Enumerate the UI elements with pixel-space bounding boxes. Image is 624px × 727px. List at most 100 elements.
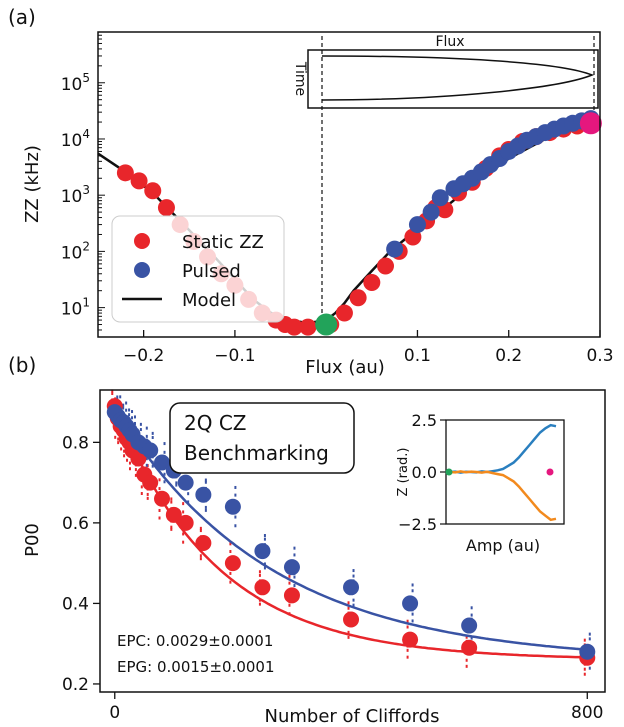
panel-b-epc: EPC: 0.0029±0.0001	[117, 632, 273, 650]
panel-a-ytick-label: 101	[61, 296, 90, 320]
legend-pulsed-label: Pulsed	[182, 261, 241, 282]
panel-a-highlights	[315, 112, 602, 336]
panel-b-point	[283, 559, 300, 576]
panel-a-reference-lines	[321, 36, 595, 322]
panel-b-annotation-line1: 2Q CZ	[184, 411, 247, 435]
panel-b-points	[106, 398, 596, 666]
panel-b-point	[154, 490, 171, 507]
panel-b-point	[142, 442, 159, 459]
panel-a-point	[422, 203, 440, 221]
panel-a-ytick-label: 103	[61, 183, 90, 207]
panel-b-fit-line	[113, 407, 588, 651]
panel-a-highlight-point	[315, 313, 338, 336]
panel-b-inset-marker	[445, 468, 453, 476]
panel-b-point	[254, 579, 271, 596]
panel-a-highlight-point	[579, 112, 602, 135]
panel-b-fit-line	[113, 405, 588, 659]
panel-a-xtick-label: 0.3	[586, 346, 613, 366]
panel-a-xtick-label: 0.2	[495, 346, 522, 366]
panel-b-ytick-label: 0.6	[62, 514, 89, 534]
panel-b-annotation-line2: Benchmarking	[184, 441, 329, 465]
panel-a-point	[116, 164, 134, 182]
panel-a-ytick-label: 104	[61, 127, 90, 151]
panel-a-point	[408, 216, 426, 234]
panel-b-point	[579, 643, 596, 660]
panel-a-point	[285, 318, 303, 336]
panel-b-inset-line	[449, 470, 557, 522]
panel-a-legend-box	[111, 215, 285, 323]
panel-b-annotation-box	[169, 402, 355, 474]
panel-b-inset-ytick-label: −2.5	[398, 515, 437, 534]
panel-a-inset-ylabel: Time	[292, 61, 308, 96]
panel-a: (a) −0.2 −0.1 0.1 0.2 0.3 101 102 103 104 105 Flu…	[8, 5, 614, 378]
panel-a-point	[157, 199, 175, 217]
panel-b-point	[461, 639, 478, 656]
panel-a-point	[386, 240, 404, 258]
panel-b-point	[283, 587, 300, 604]
panel-b-point	[177, 514, 194, 531]
panel-a-point	[431, 189, 449, 207]
panel-a-frame	[97, 31, 601, 338]
panel-b-point	[165, 506, 182, 523]
legend-model-label: Model	[182, 290, 236, 311]
panel-a-xtick-label: −0.1	[214, 346, 255, 366]
panel-b-annotation: 2Q CZ Benchmarking	[169, 402, 355, 474]
panel-a-label: (a)	[8, 5, 36, 29]
panel-b-inset-xlabel: Amp (au)	[466, 536, 540, 555]
panel-a-point	[144, 182, 162, 200]
panel-b-inset-marker	[546, 468, 554, 476]
panel-a-point	[335, 304, 353, 322]
panel-b-point	[130, 450, 147, 467]
panel-a-xtick-label: 0.1	[404, 346, 431, 366]
panel-b-inset: 2.5 0.0 −2.5 Z (rad.) Amp (au)	[396, 411, 565, 555]
panel-b-point	[402, 595, 419, 612]
legend-static-label: Static ZZ	[182, 232, 264, 253]
panel-b-ytick-label: 0.2	[62, 675, 89, 695]
panel-b-point	[254, 543, 271, 560]
panel-b-ytick-label: 0.4	[62, 594, 89, 614]
panel-b-fit-curves	[113, 405, 588, 659]
panel-b-point	[461, 617, 478, 634]
panel-b-inset-ylabel: Z (rad.)	[396, 448, 411, 497]
panel-a-point	[130, 172, 148, 190]
panel-b-point	[154, 454, 171, 471]
panel-b-inset-ytick-label: 2.5	[412, 411, 437, 430]
panel-a-point	[377, 257, 395, 275]
panel-a-point	[363, 273, 381, 291]
panel-b-inset-lines	[445, 423, 557, 522]
legend-static-marker	[134, 233, 150, 249]
panel-a-inset-title: Flux	[435, 34, 464, 50]
panel-b-point	[177, 474, 194, 491]
panel-b-xlabel: Number of Cliffords	[265, 706, 440, 727]
panel-b-xtick-label: 0	[109, 703, 120, 723]
panel-b-ytick-label: 0.8	[62, 433, 89, 453]
panel-b-epg: EPG: 0.0015±0.0001	[117, 658, 275, 676]
panel-b-xtick-label: 800	[571, 703, 603, 723]
panel-b-point	[195, 535, 212, 552]
panel-b-point	[343, 611, 360, 628]
panel-a-inset-box	[307, 49, 599, 109]
panel-b-ylabel: P00	[22, 523, 43, 557]
panel-a-ytick-label: 102	[61, 239, 90, 263]
panel-a-ylabel: ZZ (kHz)	[22, 145, 43, 223]
panel-a-xtick-label: −0.2	[123, 346, 164, 366]
panel-a-ticks: −0.2 −0.1 0.1 0.2 0.3 101 102 103 104 105	[61, 31, 614, 366]
panel-a-ytick-label: 105	[61, 71, 90, 95]
panel-b-point	[195, 486, 212, 503]
panel-b-ticks: 0 800 0.2 0.4 0.6 0.8	[62, 433, 604, 723]
panel-b-frame	[99, 389, 606, 693]
panel-b-point	[402, 631, 419, 648]
panel-b-inset-ticks: 2.5 0.0 −2.5	[398, 411, 446, 534]
panel-b-label: (b)	[8, 353, 36, 377]
panel-a-point	[349, 289, 367, 307]
panel-a-point	[299, 318, 317, 336]
panel-a-xlabel: Flux (au)	[305, 357, 385, 378]
panel-b-point	[343, 579, 360, 596]
panel-b-point	[224, 498, 241, 515]
panel-a-inset: Flux Time	[292, 34, 599, 109]
panel-a-legend: Static ZZ Pulsed Model	[111, 215, 285, 323]
panel-a-inset-pulse	[321, 55, 594, 101]
legend-pulsed-marker	[134, 262, 150, 278]
